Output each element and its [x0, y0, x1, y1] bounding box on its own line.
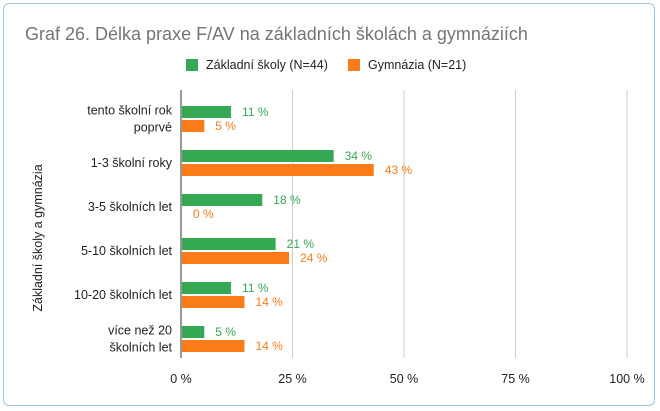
data-label: 11 % [242, 281, 269, 295]
data-labels: 11 %5 %34 %43 %18 %0 %21 %24 %11 %14 %5 … [193, 105, 412, 353]
bar [182, 296, 245, 308]
category-label: více než 20 školních let [108, 324, 172, 355]
bars [182, 106, 374, 352]
data-label: 18 % [273, 193, 301, 207]
category-label: 10-20 školních let [74, 288, 173, 302]
x-tick-label: 0 % [170, 372, 192, 386]
grid-lines [180, 90, 628, 358]
x-tick-label: 25 % [278, 372, 307, 386]
category-label: 5-10 školních let [81, 244, 173, 258]
bar [182, 150, 334, 162]
bar [182, 106, 232, 118]
y-axis-label: Základní školy a gymnázia [31, 164, 45, 311]
x-tick-label: 50 % [390, 372, 419, 386]
legend-label-zakladni-skoly: Základní školy (N=44) [206, 58, 328, 72]
legend-swatch-gymnazia [348, 59, 360, 71]
bar [182, 340, 245, 352]
data-label: 34 % [345, 149, 373, 163]
category-label: 3-5 školních let [88, 200, 173, 214]
bar [182, 164, 374, 176]
legend-label-gymnazia: Gymnázia (N=21) [368, 58, 467, 72]
x-tick-label: 75 % [501, 372, 530, 386]
chart-title: Graf 26. Délka praxe F/AV na základních … [25, 24, 528, 44]
bar [182, 252, 290, 264]
data-label: 11 % [242, 105, 269, 119]
category-label: 1-3 školní roky [91, 156, 173, 170]
legend-item-zakladni-skoly: Základní školy (N=44) [186, 58, 328, 72]
x-tick-labels: 0 % 25 % 50 % 75 % 100 % [170, 372, 645, 386]
data-label: 5 % [215, 325, 236, 339]
bar [182, 326, 205, 338]
category-label: tento školní rok poprvé [87, 104, 173, 135]
legend-item-gymnazia: Gymnázia (N=21) [348, 58, 466, 72]
bar [182, 120, 205, 132]
category-labels: tento školní rok poprvé 1-3 školní roky 3-5… [74, 104, 173, 355]
chart-frame [3, 3, 655, 406]
data-label: 24 % [300, 251, 328, 265]
bar [182, 194, 263, 206]
data-label: 5 % [215, 119, 236, 133]
data-label: 0 % [193, 207, 214, 221]
data-label: 21 % [287, 237, 315, 251]
data-label: 14 % [255, 295, 283, 309]
data-label: 43 % [385, 163, 413, 177]
x-tick-label: 100 % [609, 372, 644, 386]
legend-swatch-zakladni-skoly [186, 59, 198, 71]
bar [182, 282, 232, 294]
data-label: 14 % [255, 339, 283, 353]
bar [182, 238, 276, 250]
chart-legend: Základní školy (N=44) Gymnázia (N=21) [0, 58, 660, 76]
